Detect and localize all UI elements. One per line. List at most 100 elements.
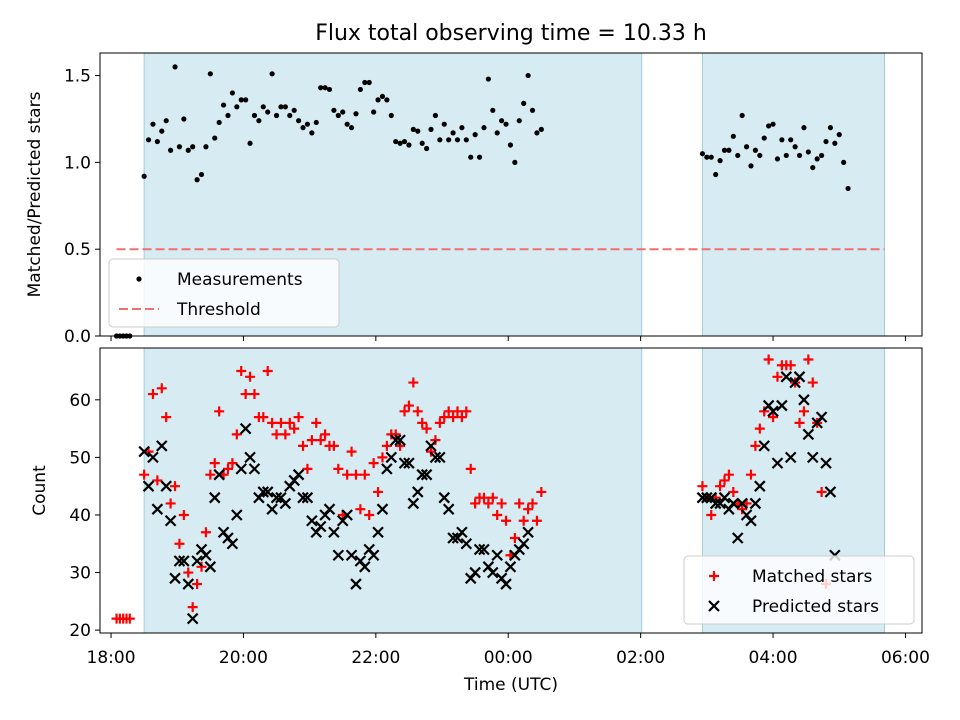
matched-star-point — [443, 406, 454, 417]
x-tick-label: 20:00 — [219, 648, 268, 668]
matched-star-point — [527, 498, 538, 509]
measurement-point — [450, 130, 456, 136]
measurement-point — [810, 164, 816, 171]
measurement-point — [699, 151, 706, 157]
top-panel: 0.0 0.5 1.0 1.5 Flux total observing time =… — [25, 21, 923, 347]
matched-star-point — [417, 417, 428, 428]
matched-star-point — [798, 406, 809, 417]
measurement-point — [805, 149, 811, 155]
measurement-point — [814, 156, 820, 162]
legend-marker — [708, 600, 720, 612]
measurement-point — [525, 72, 531, 79]
measurement-point — [476, 154, 483, 160]
measurement-point — [538, 126, 544, 132]
measurement-point — [841, 159, 847, 165]
matched-star-point — [807, 377, 818, 388]
predicted-star-point — [394, 434, 406, 446]
measurement-point — [827, 125, 834, 131]
x-tick-label: 04:00 — [749, 648, 798, 668]
measurement-point — [459, 125, 465, 131]
predicted-star-point — [372, 526, 384, 539]
matched-star-point — [465, 463, 476, 474]
matched-star-point — [496, 498, 507, 509]
measurement-point — [468, 154, 474, 160]
measurement-point — [269, 71, 275, 77]
legend-box — [108, 258, 340, 328]
measurement-point — [717, 158, 723, 164]
measurement-point — [401, 138, 408, 145]
matched-star-point — [183, 567, 194, 578]
predicted-star-point — [248, 463, 261, 475]
matched-star-point — [536, 486, 547, 497]
matched-star-point — [408, 377, 419, 388]
y-tick-label: 0.5 — [64, 240, 91, 260]
y-axis-label: Count — [30, 465, 50, 516]
measurement-point — [379, 93, 386, 100]
matched-star-point — [236, 366, 247, 377]
measurement-point — [388, 112, 394, 119]
predicted-star-point — [456, 526, 468, 539]
predicted-star-point — [701, 491, 713, 504]
measurement-point — [516, 118, 522, 124]
predicted-star-point — [709, 497, 722, 510]
matched-star-point — [306, 435, 317, 446]
measurement-point — [507, 142, 514, 148]
measurement-point — [788, 137, 794, 143]
predicted-star-point — [429, 451, 442, 464]
predicted-star-point — [169, 572, 181, 585]
measurement-point — [494, 130, 500, 136]
measurement-point — [739, 112, 745, 119]
predicted-star-point — [806, 451, 819, 464]
measurement-point — [348, 125, 355, 131]
matched-star-point — [697, 481, 708, 492]
matched-star-point — [456, 412, 467, 423]
measurement-point — [735, 152, 741, 159]
predicted-star-point — [142, 480, 155, 492]
measurement-point — [141, 173, 147, 179]
plot-frame — [99, 52, 923, 337]
predicted-star-point — [178, 555, 190, 567]
matched-star-point — [320, 429, 331, 440]
matched-star-point — [302, 463, 313, 474]
matched-star-point — [342, 469, 353, 480]
legend-label: Predicted stars — [752, 597, 879, 617]
predicted-star-point — [332, 549, 345, 562]
observing-window — [143, 347, 643, 634]
predicted-star-point — [257, 486, 270, 498]
measurement-point — [792, 144, 798, 150]
predicted-star-point — [381, 463, 393, 475]
matched-star-point — [531, 515, 542, 526]
predicted-star-point — [758, 440, 770, 452]
predicted-star-point — [736, 497, 748, 510]
predicted-star-point — [780, 371, 793, 383]
predicted-star-point — [147, 451, 159, 464]
predicted-star-point — [802, 428, 815, 441]
matched-star-point — [124, 613, 135, 624]
measurement-point — [752, 147, 758, 153]
measurement-point — [490, 107, 496, 113]
matched-star-point — [728, 486, 739, 497]
matched-star-point — [768, 412, 779, 423]
matched-star-point — [750, 440, 761, 451]
measurement-point — [172, 64, 178, 70]
matched-star-point — [759, 406, 770, 417]
measurement-point — [251, 112, 258, 119]
predicted-star-point — [473, 543, 486, 556]
legend-label: Measurements — [177, 270, 303, 290]
matched-star-point — [170, 481, 181, 492]
predicted-star-point — [438, 491, 451, 504]
predicted-star-point — [504, 561, 517, 573]
measurement-point — [713, 171, 719, 178]
predicted-star-point — [727, 497, 740, 510]
measurement-point — [770, 121, 776, 127]
measurement-point — [340, 109, 346, 115]
matched-star-point — [359, 469, 370, 480]
predicted-star-point — [420, 468, 433, 481]
measurement-point — [291, 107, 297, 113]
measurement-point — [726, 147, 732, 153]
predicted-star-point — [434, 451, 446, 464]
chart-title: Flux total observing time = 10.33 h — [315, 21, 707, 46]
predicted-star-point — [244, 451, 256, 464]
measurement-point — [247, 140, 253, 146]
predicted-star-point — [138, 445, 150, 458]
